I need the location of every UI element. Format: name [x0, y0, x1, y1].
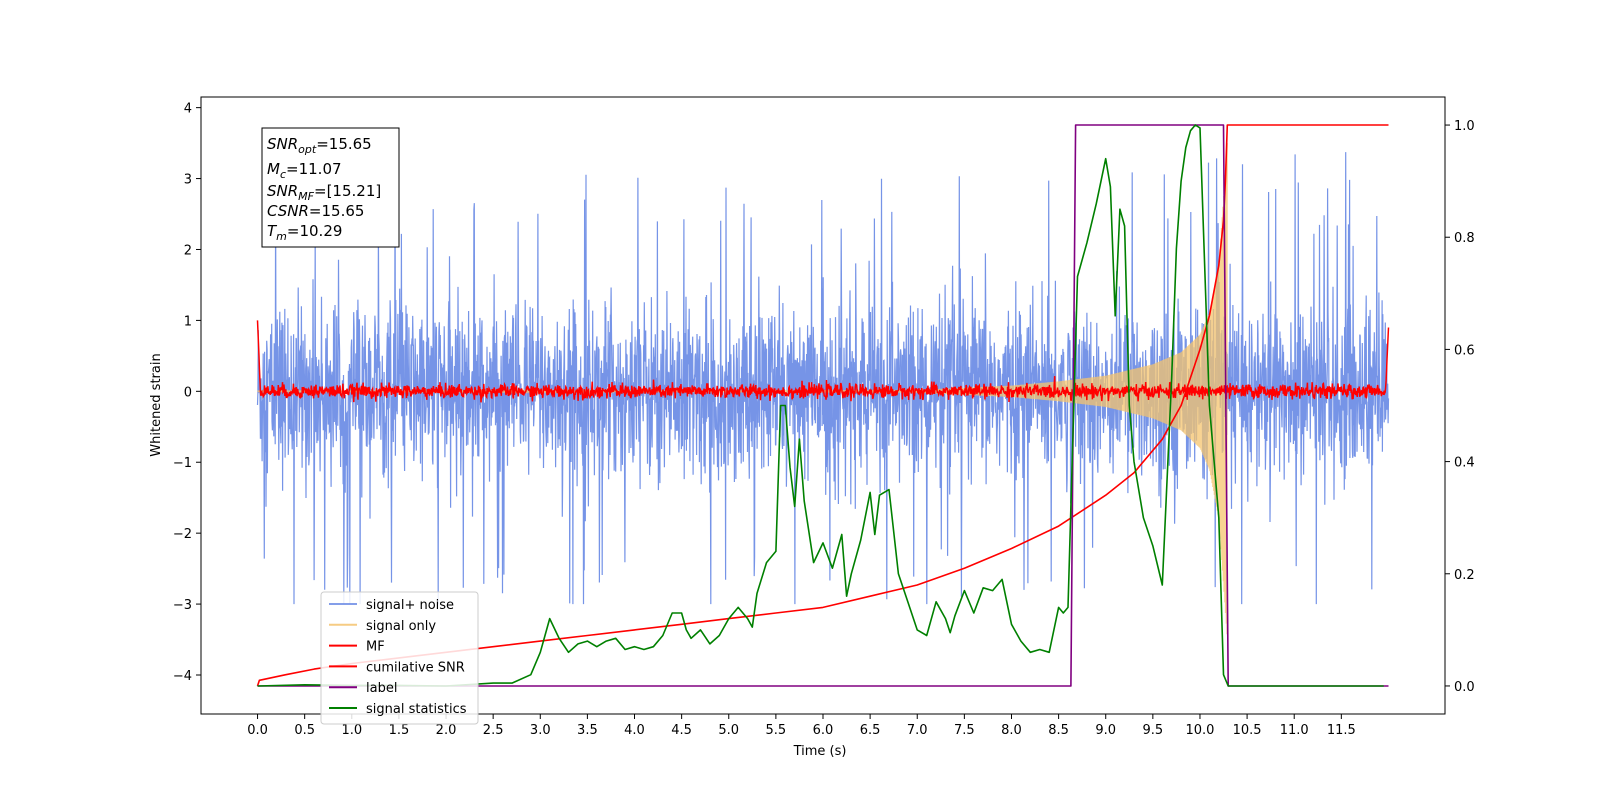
- x-tick-label: 5.0: [718, 723, 739, 738]
- y-tick-label: −2: [173, 527, 192, 542]
- x-tick-label: 3.0: [530, 723, 551, 738]
- info-csnr: CSNR=15.65: [267, 202, 364, 220]
- x-tick-label: 0.5: [294, 723, 315, 738]
- info-box: SNRopt=15.65 Mc=11.07 SNRMF=[15.21] CSNR…: [261, 127, 400, 248]
- x-tick-label: 11.0: [1280, 723, 1309, 738]
- y-tick-label: −1: [173, 456, 192, 471]
- y2-tick-label: 0.8: [1454, 231, 1475, 246]
- y2-tick-label: 0.2: [1454, 568, 1475, 583]
- y-tick-label: 0: [184, 385, 192, 400]
- info-tm: Tm=10.29: [267, 222, 342, 243]
- x-tick-label: 6.0: [813, 723, 834, 738]
- legend-label: signal+ noise: [366, 598, 454, 613]
- y-tick-label: −4: [173, 669, 192, 684]
- legend-label: cumilative SNR: [366, 660, 465, 675]
- x-tick-label: 10.0: [1185, 723, 1214, 738]
- x-tick-label: 2.5: [483, 723, 504, 738]
- x-axis-label: Time (s): [793, 744, 847, 759]
- y2-tick-label: 0.0: [1454, 680, 1475, 695]
- x-tick-label: 1.0: [341, 723, 362, 738]
- x-tick-label: 11.5: [1327, 723, 1356, 738]
- info-snr-opt: SNRopt=15.65: [267, 135, 372, 156]
- x-tick-label: 9.0: [1095, 723, 1116, 738]
- x-tick-label: 3.5: [577, 723, 598, 738]
- x-tick-label: 2.0: [436, 723, 457, 738]
- y-axis: 4 3 2 1 0 −1 −2 −3 −4: [173, 102, 201, 684]
- x-tick-label: 8.5: [1048, 723, 1069, 738]
- legend-label: signal only: [366, 619, 436, 634]
- x-tick-label: 8.0: [1001, 723, 1022, 738]
- series-signal-statistics: [257, 124, 1384, 687]
- x-tick-label: 4.0: [624, 723, 645, 738]
- y-axis-label: Whitened strain: [149, 353, 164, 456]
- y-tick-label: 4: [184, 102, 192, 117]
- x-tick-label: 9.5: [1143, 723, 1164, 738]
- legend-frame: [320, 591, 479, 725]
- x-tick-label: 5.5: [766, 723, 787, 738]
- y2-tick-label: 0.6: [1454, 343, 1475, 358]
- x-axis: 0.0 0.5 1.0 1.5 2.0 2.5 3.0 3.5 4.0 4.5 5.0 5.5 6.0 6…: [247, 714, 1356, 738]
- x-tick-label: 10.5: [1233, 723, 1262, 738]
- y-tick-label: 3: [184, 173, 192, 188]
- x-tick-label: 4.5: [671, 723, 692, 738]
- legend-label: signal statistics: [366, 702, 467, 717]
- y2-tick-label: 1.0: [1454, 119, 1475, 134]
- info-mc: Mc=11.07: [267, 160, 342, 181]
- x-tick-label: 0.0: [247, 723, 268, 738]
- x-tick-label: 6.5: [860, 723, 881, 738]
- x-tick-label: 7.5: [954, 723, 975, 738]
- info-snr-mf: SNRMF=[15.21]: [267, 182, 381, 203]
- series-mf: [256, 320, 1390, 403]
- y-tick-label: 2: [184, 243, 192, 258]
- x-tick-label: 7.0: [907, 723, 928, 738]
- legend-label: label: [366, 681, 397, 696]
- y-tick-label: 1: [184, 314, 192, 329]
- legend: signal+ noise signal only MF cumilative SNR…: [320, 591, 479, 725]
- info-box-frame: [261, 127, 400, 248]
- legend-label: MF: [366, 640, 385, 655]
- y2-axis: 1.0 0.8 0.6 0.4 0.2 0.0: [1445, 119, 1475, 695]
- y-tick-label: −3: [173, 598, 192, 613]
- x-tick-label: 1.5: [389, 723, 410, 738]
- y2-tick-label: 0.4: [1454, 456, 1475, 471]
